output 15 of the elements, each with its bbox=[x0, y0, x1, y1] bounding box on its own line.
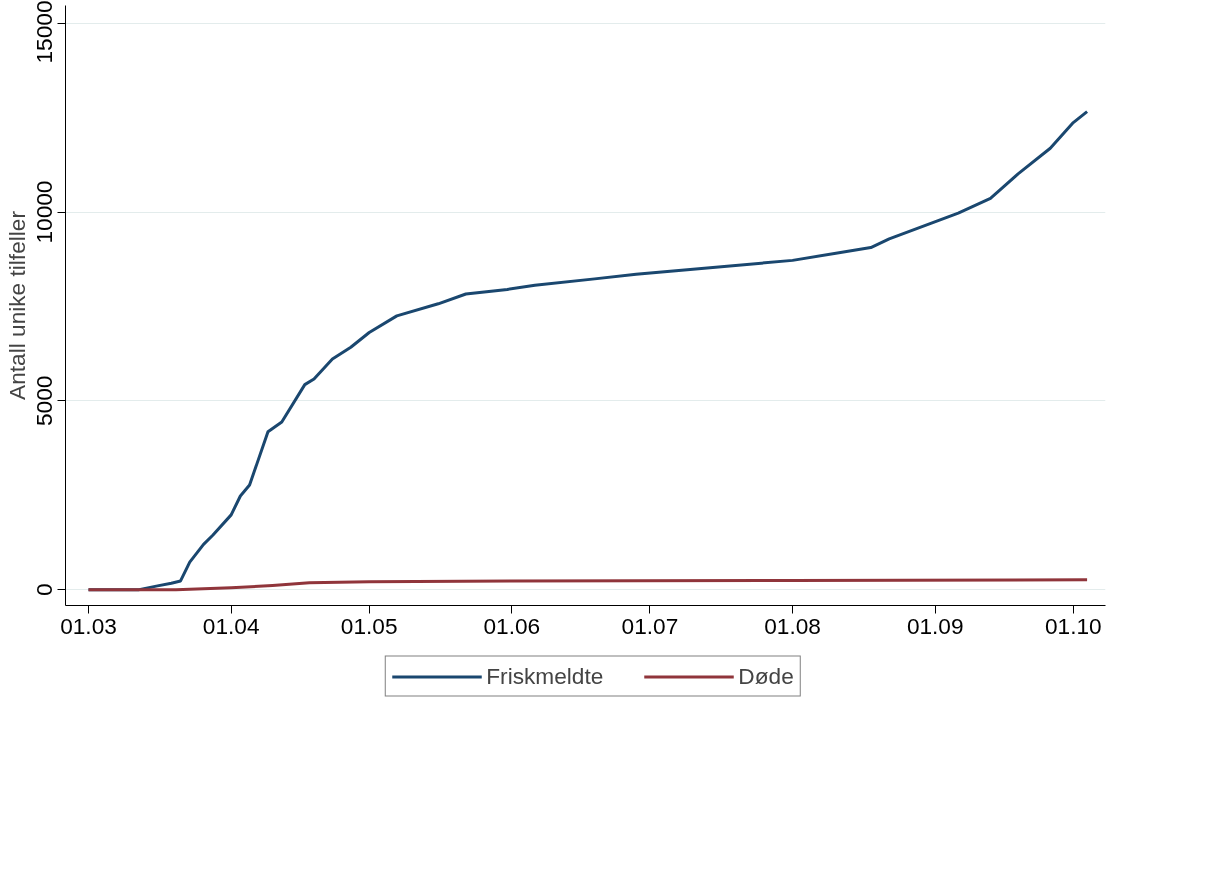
x-tick-label: 01.08 bbox=[764, 612, 821, 639]
y-tick-label: 0 bbox=[31, 583, 58, 596]
y-tick-label: 15000 bbox=[31, 0, 58, 64]
x-tick-label: 01.04 bbox=[202, 612, 260, 639]
legend-label: Døde bbox=[738, 662, 794, 690]
x-tick-label: 01.07 bbox=[621, 612, 679, 639]
x-tick-label: 01.03 bbox=[60, 612, 117, 639]
x-tick-label: 01.05 bbox=[340, 612, 398, 639]
x-tick-label: 01.09 bbox=[906, 612, 964, 639]
legend-label: Friskmeldte bbox=[486, 662, 604, 690]
x-tick-label: 01.06 bbox=[483, 612, 541, 639]
y-tick-label: 10000 bbox=[31, 180, 58, 244]
y-tick-label: 5000 bbox=[31, 375, 58, 427]
y-axis-title: Antall unike tilfeller bbox=[3, 210, 30, 400]
x-tick-label: 01.10 bbox=[1044, 612, 1102, 639]
